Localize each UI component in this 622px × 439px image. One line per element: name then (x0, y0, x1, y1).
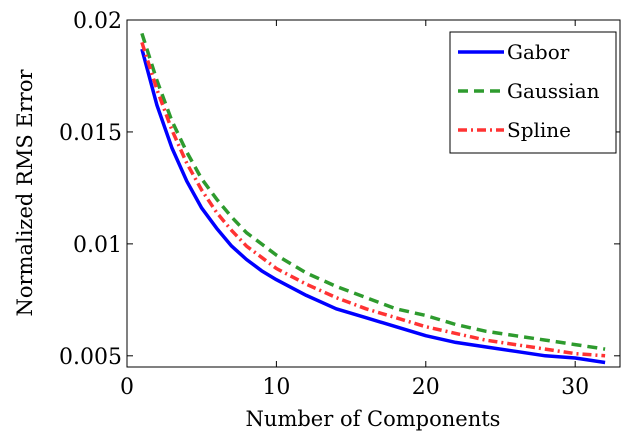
legend-label-spline: Spline (507, 118, 571, 142)
x-tick-label: 0 (120, 375, 134, 400)
y-tick-label: 0.005 (59, 345, 122, 370)
legend-label-gabor: Gabor (507, 40, 570, 64)
x-tick-label: 30 (561, 375, 589, 400)
y-tick-label: 0.015 (59, 121, 122, 146)
series-line-spline (140, 41, 606, 358)
plot-frame (126, 19, 621, 368)
series-line-gaussian (140, 32, 606, 351)
x-axis-title: Number of Components (246, 407, 501, 431)
x-tick-label: 20 (412, 375, 440, 400)
series-line-gabor (140, 48, 606, 365)
x-tick-label: 10 (262, 375, 290, 400)
y-axis-title: Normalized RMS Error (13, 69, 37, 317)
legend: Gabor Gaussian Spline (449, 31, 617, 154)
y-tick-label: 0.02 (73, 9, 122, 34)
tick-labels: 0 10 20 30 0.005 0.01 0.015 0.02 (59, 9, 589, 400)
tick-marks (126, 19, 620, 367)
y-tick-label: 0.01 (73, 233, 122, 258)
series-layer (140, 32, 606, 365)
legend-label-gaussian: Gaussian (507, 79, 600, 103)
